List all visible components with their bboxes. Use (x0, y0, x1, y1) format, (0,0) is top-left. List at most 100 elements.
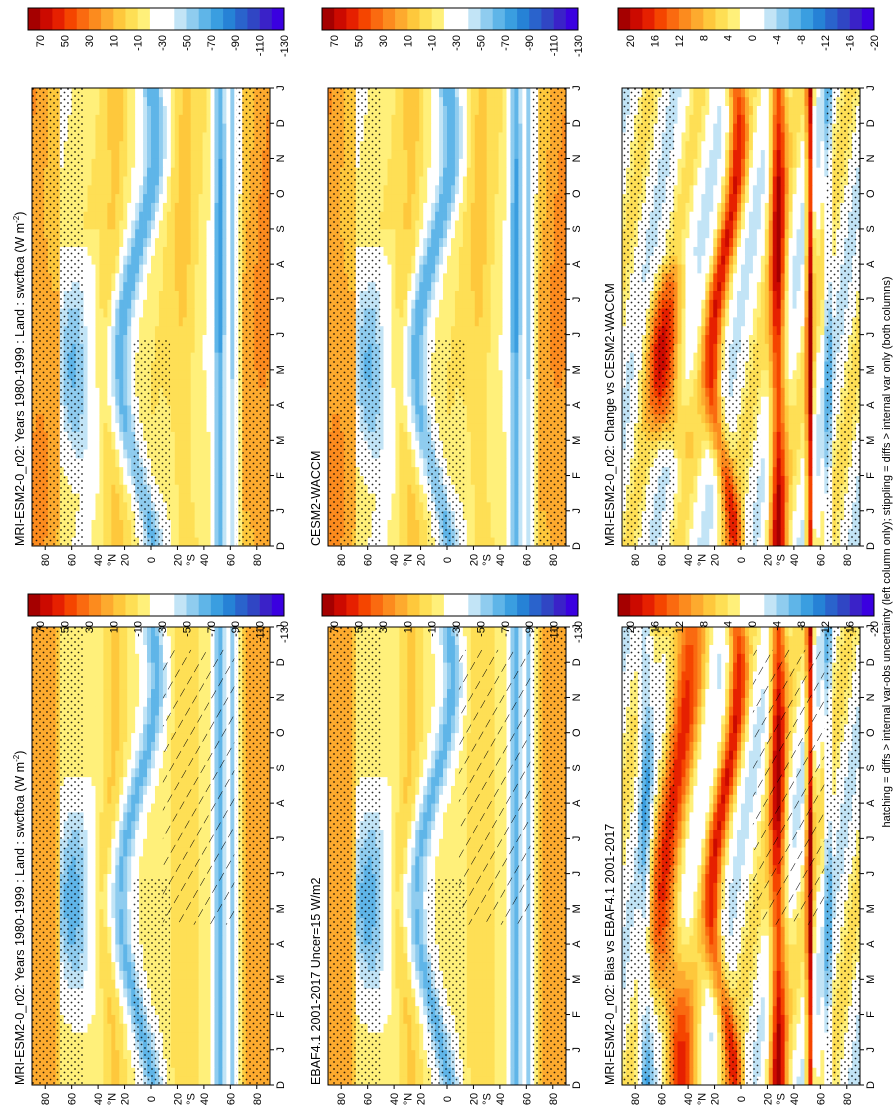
heatmap-cell (119, 317, 123, 326)
heatmap-cell (195, 1023, 199, 1032)
heatmap-cell (92, 493, 96, 502)
heatmap-cell (139, 847, 143, 856)
heatmap-cell (183, 476, 187, 485)
heatmap-cell (103, 1015, 107, 1024)
heatmap-cell (199, 1032, 203, 1041)
heatmap-cell (111, 1006, 115, 1015)
heatmap-cell (115, 759, 119, 768)
heatmap-cell (230, 1032, 234, 1041)
heatmap-cell (135, 838, 139, 847)
heatmap-cell (195, 299, 199, 308)
heatmap-cell (131, 724, 135, 733)
heatmap-cell (218, 414, 222, 423)
heatmap-cell (115, 926, 119, 935)
heatmap-cell (92, 803, 96, 812)
heatmap-cell (171, 299, 175, 308)
month-tick-label: J (275, 1047, 287, 1053)
heatmap-cell (230, 979, 234, 988)
heatmap-cell (88, 493, 92, 502)
heatmap-cell (147, 326, 151, 335)
heatmap-cell (171, 343, 175, 352)
heatmap-cell (218, 1059, 222, 1068)
heatmap-cell (191, 449, 195, 458)
heatmap-cell (103, 282, 107, 291)
heatmap-cell (155, 847, 159, 856)
heatmap-cell (123, 458, 127, 467)
heatmap-cell (222, 997, 226, 1006)
heatmap-cell (155, 750, 159, 759)
heatmap-cell (103, 423, 107, 432)
heatmap-cell (95, 715, 99, 724)
heatmap-cell (119, 918, 123, 927)
heatmap-cell (222, 636, 226, 645)
heatmap-cell (99, 742, 103, 751)
heatmap-cell (107, 865, 111, 874)
heatmap-cell (199, 405, 203, 414)
heatmap-cell (123, 476, 127, 485)
heatmap-cell (175, 361, 179, 370)
heatmap-cell (159, 282, 163, 291)
heatmap-cell (214, 520, 218, 529)
heatmap-cell (103, 680, 107, 689)
heatmap-cell (127, 627, 131, 636)
heatmap-cell (222, 352, 226, 361)
heatmap-cell (175, 414, 179, 423)
heatmap-cell (99, 343, 103, 352)
heatmap-cell (99, 1067, 103, 1076)
heatmap-cell (92, 988, 96, 997)
heatmap-cell (107, 528, 111, 537)
heatmap-cell (147, 812, 151, 821)
heatmap-cell (95, 484, 99, 493)
heatmap-cell (191, 335, 195, 344)
heatmap-cell (151, 308, 155, 317)
heatmap-cell (222, 1041, 226, 1050)
heatmap-cell (103, 502, 107, 511)
colorbar-swatch (77, 594, 89, 616)
heatmap-cell (111, 733, 115, 742)
heatmap-cell (203, 467, 207, 476)
heatmap-cell (218, 528, 222, 537)
heatmap-cell (99, 528, 103, 537)
heatmap-cell (187, 1032, 191, 1041)
heatmap-cell (103, 1041, 107, 1050)
heatmap-cell (107, 838, 111, 847)
heatmap-cell (119, 891, 123, 900)
heatmap-cell (230, 387, 234, 396)
heatmap-cell (191, 317, 195, 326)
heatmap-cell (230, 352, 234, 361)
heatmap-cell (127, 645, 131, 654)
heatmap-cell (127, 979, 131, 988)
heatmap-cell (127, 671, 131, 680)
heatmap-cell (111, 918, 115, 927)
heatmap-cell (183, 387, 187, 396)
heatmap-cell (179, 1067, 183, 1076)
heatmap-cell (88, 326, 92, 335)
heatmap-cell (123, 918, 127, 927)
heatmap-cell (147, 308, 151, 317)
heatmap-cell (207, 317, 211, 326)
heatmap-cell (167, 291, 171, 300)
heatmap-cell (103, 352, 107, 361)
heatmap-cell (88, 636, 92, 645)
heatmap-cell (155, 865, 159, 874)
heatmap-cell (195, 1050, 199, 1059)
heatmap-cell (92, 786, 96, 795)
heatmap-cell (218, 1041, 222, 1050)
heatmap-cell (222, 484, 226, 493)
heatmap-cell (230, 1006, 234, 1015)
heatmap-cell (159, 847, 163, 856)
heatmap-cell (139, 838, 143, 847)
heatmap-cell (159, 715, 163, 724)
heatmap-cell (195, 935, 199, 944)
heatmap-cell (187, 352, 191, 361)
heatmap-cell (203, 335, 207, 344)
heatmap-cell (214, 953, 218, 962)
heatmap-cell (183, 343, 187, 352)
heatmap-cell (195, 511, 199, 520)
heatmap-cell (95, 537, 99, 546)
heatmap-cell (155, 645, 159, 654)
heatmap-cell (135, 689, 139, 698)
heatmap-cell (175, 627, 179, 636)
heatmap-cell (226, 387, 230, 396)
heatmap-cell (115, 768, 119, 777)
